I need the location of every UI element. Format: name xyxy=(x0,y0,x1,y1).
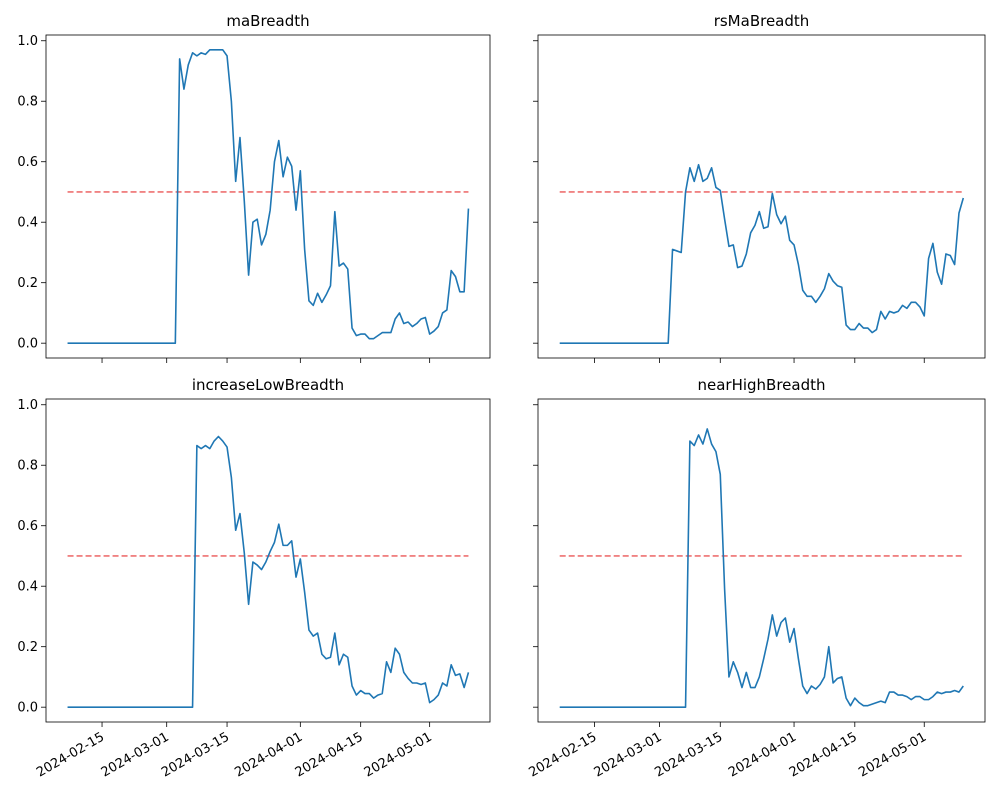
x-tick-label: 2024-04-01 xyxy=(232,730,305,781)
x-tick-label: 2024-03-01 xyxy=(99,730,172,781)
y-tick-label: 0.4 xyxy=(17,216,38,231)
axes-frame xyxy=(45,398,491,723)
data-line xyxy=(559,428,964,708)
x-tick-label: 2024-03-15 xyxy=(159,730,232,781)
y-tick-label: 1.0 xyxy=(17,34,38,49)
x-tick-label: 2024-05-01 xyxy=(856,730,929,781)
x-tick-label: 2024-02-15 xyxy=(526,730,599,781)
axes-frame xyxy=(45,34,491,359)
y-tick-label: 0.4 xyxy=(17,580,38,595)
panel-title: rsMaBreadth xyxy=(714,12,810,30)
x-tick-label: 2024-04-15 xyxy=(787,730,860,781)
data-line xyxy=(559,163,965,344)
y-tick-label: 0.2 xyxy=(17,276,38,291)
x-tick-label: 2024-03-15 xyxy=(652,730,725,781)
panel-title: maBreadth xyxy=(226,12,309,30)
x-tick-label: 2024-02-15 xyxy=(34,730,107,781)
y-tick-label: 0.2 xyxy=(17,640,38,655)
x-tick-label: 2024-05-01 xyxy=(362,730,435,781)
y-tick-label: 0.0 xyxy=(17,337,38,352)
panel-title: nearHighBreadth xyxy=(697,376,825,394)
x-tick-label: 2024-04-15 xyxy=(293,730,366,781)
axes-frame xyxy=(537,34,986,359)
y-tick-label: 0.6 xyxy=(17,519,38,534)
y-tick-label: 0.6 xyxy=(17,155,38,170)
data-line xyxy=(67,435,470,708)
y-tick-label: 1.0 xyxy=(17,398,38,413)
y-tick-label: 0.0 xyxy=(17,701,38,716)
panel-title: increaseLowBreadth xyxy=(192,376,344,394)
x-tick-label: 2024-04-01 xyxy=(726,730,799,781)
x-tick-label: 2024-03-01 xyxy=(592,730,665,781)
y-tick-label: 0.8 xyxy=(17,95,38,110)
axes-frame xyxy=(537,398,986,723)
data-line xyxy=(67,49,470,344)
y-tick-label: 0.8 xyxy=(17,459,38,474)
